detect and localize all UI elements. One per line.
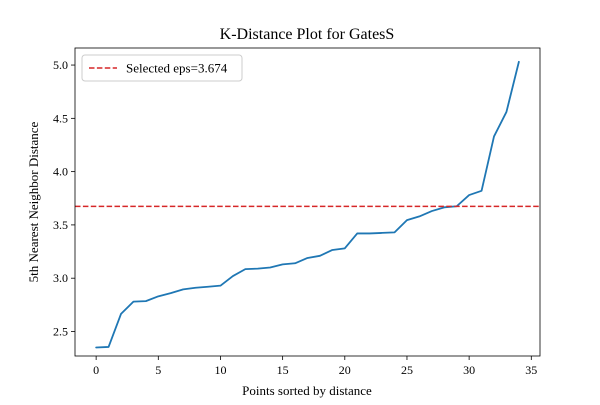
y-tick-label: 4.0 <box>53 165 68 179</box>
x-axis-label: Points sorted by distance <box>242 383 372 398</box>
x-tick-label: 30 <box>463 363 475 377</box>
x-tick-label: 25 <box>401 363 413 377</box>
y-tick-label: 5.0 <box>53 58 68 72</box>
y-tick-label: 3.5 <box>53 218 68 232</box>
x-tick-label: 15 <box>277 363 289 377</box>
chart-title: K-Distance Plot for GatesS <box>220 26 395 43</box>
legend: Selected eps=3.674 <box>81 54 243 82</box>
y-tick-label: 4.5 <box>53 111 68 125</box>
legend-box <box>81 54 243 82</box>
y-tick-label: 2.5 <box>53 324 68 338</box>
legend-label-selected-eps: Selected eps=3.674 <box>126 61 228 76</box>
x-axis-ticks: 0 5 10 15 20 25 30 35 <box>93 356 537 377</box>
x-tick-label: 5 <box>155 363 161 377</box>
plot-area-frame <box>74 47 541 357</box>
y-axis-label: 5th Nearest Neighbor Distance <box>26 121 41 282</box>
y-axis-ticks: 2.5 3.0 3.5 4.0 4.5 5.0 <box>53 58 75 338</box>
x-tick-label: 35 <box>525 363 537 377</box>
x-tick-label: 20 <box>339 363 351 377</box>
y-tick-label: 3.0 <box>53 271 68 285</box>
x-tick-label: 0 <box>93 363 99 377</box>
x-tick-label: 10 <box>214 363 226 377</box>
